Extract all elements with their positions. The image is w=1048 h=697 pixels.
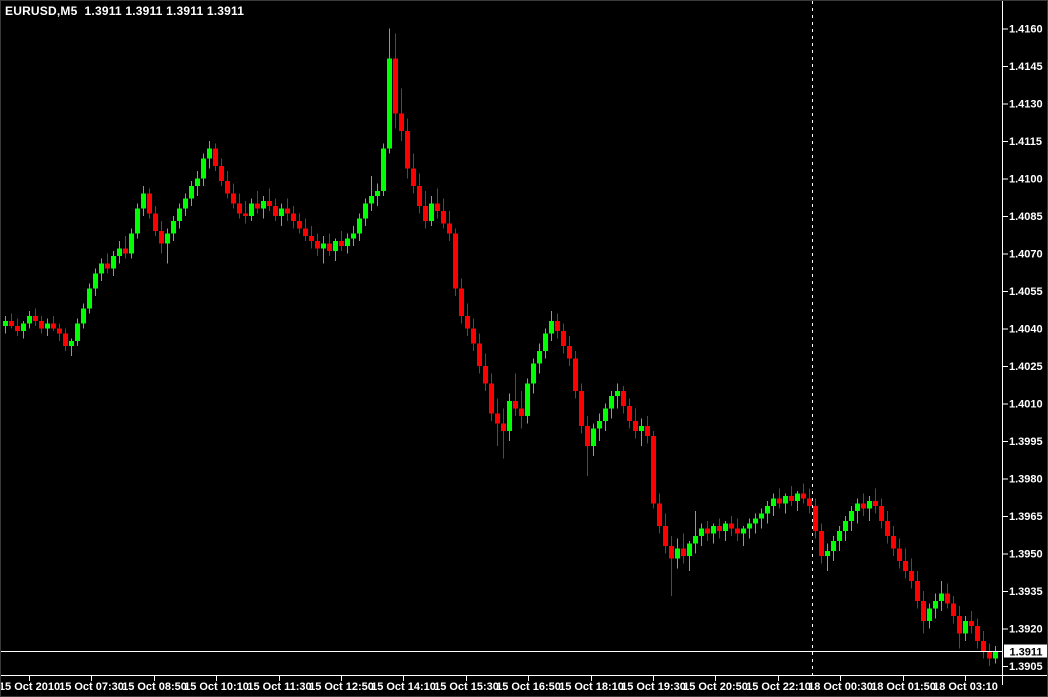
svg-text:1.3995: 1.3995 [1009, 436, 1043, 448]
price-axis[interactable]: 1.4160 1.4145 1.4130 1.4115 1.4100 1.4085 1.40… [1003, 24, 1043, 674]
svg-text:1.3965: 1.3965 [1009, 511, 1043, 523]
svg-text:1.3950: 1.3950 [1009, 549, 1043, 561]
svg-text:15 Oct 20:50: 15 Oct 20:50 [683, 681, 748, 693]
svg-text:1.4070: 1.4070 [1009, 249, 1043, 261]
svg-text:15 Oct 22:10: 15 Oct 22:10 [746, 681, 811, 693]
current-price-tag: 1.3911 [1004, 644, 1047, 659]
svg-text:1.4085: 1.4085 [1009, 211, 1043, 223]
svg-text:15 Oct 10:10: 15 Oct 10:10 [184, 681, 249, 693]
svg-text:15 Oct 12:50: 15 Oct 12:50 [309, 681, 374, 693]
svg-text:1.4115: 1.4115 [1009, 136, 1042, 148]
svg-text:15 Oct 2010: 15 Oct 2010 [1, 681, 60, 693]
svg-text:1.4130: 1.4130 [1009, 99, 1043, 111]
svg-text:1.3935: 1.3935 [1009, 586, 1043, 598]
candles-layer [3, 28, 998, 666]
svg-text:1.4025: 1.4025 [1009, 361, 1043, 373]
svg-text:15 Oct 16:50: 15 Oct 16:50 [496, 681, 561, 693]
svg-text:15 Oct 14:10: 15 Oct 14:10 [371, 681, 436, 693]
svg-text:15 Oct 19:30: 15 Oct 19:30 [621, 681, 686, 693]
svg-text:18 Oct 01:50: 18 Oct 01:50 [871, 681, 936, 693]
svg-text:1.4160: 1.4160 [1009, 24, 1043, 36]
svg-text:1.3980: 1.3980 [1009, 474, 1043, 486]
svg-text:18 Oct 03:10: 18 Oct 03:10 [933, 681, 998, 693]
svg-text:1.3920: 1.3920 [1009, 624, 1043, 636]
svg-text:1.4010: 1.4010 [1009, 399, 1043, 411]
svg-text:1.3911: 1.3911 [1009, 647, 1042, 659]
svg-text:1.4145: 1.4145 [1009, 61, 1043, 73]
svg-text:1.4100: 1.4100 [1009, 174, 1043, 186]
svg-text:15 Oct 18:10: 15 Oct 18:10 [559, 681, 624, 693]
svg-text:15 Oct 07:30: 15 Oct 07:30 [59, 681, 124, 693]
svg-text:15 Oct 15:30: 15 Oct 15:30 [434, 681, 499, 693]
svg-text:1.3905: 1.3905 [1009, 661, 1043, 673]
svg-text:15 Oct 11:30: 15 Oct 11:30 [247, 681, 311, 693]
svg-text:1.4040: 1.4040 [1009, 324, 1043, 336]
ohlc-readout: EURUSD,M5 1.3911 1.3911 1.3911 1.3911 [5, 4, 245, 18]
svg-text:18 Oct 00:30: 18 Oct 00:30 [808, 681, 873, 693]
svg-text:15 Oct 08:50: 15 Oct 08:50 [122, 681, 187, 693]
svg-text:1.4055: 1.4055 [1009, 286, 1043, 298]
